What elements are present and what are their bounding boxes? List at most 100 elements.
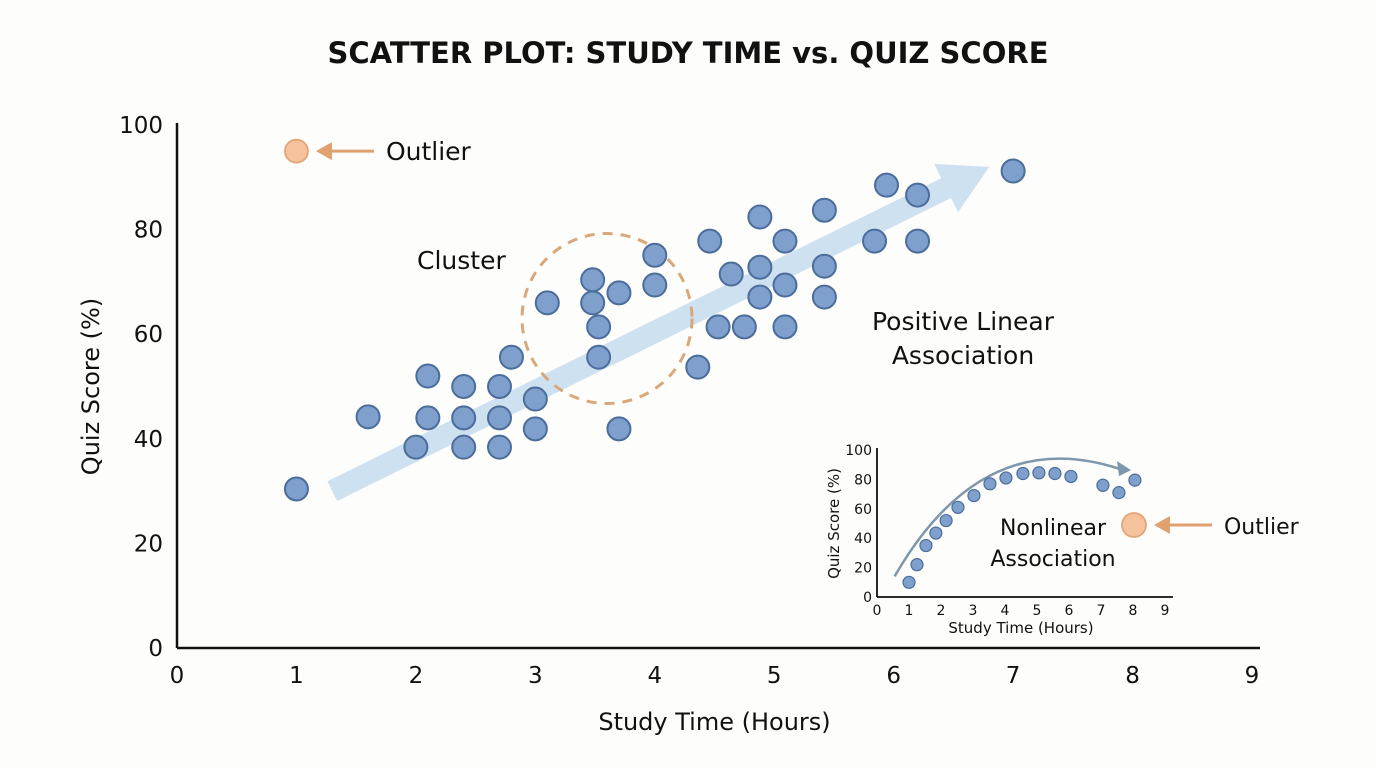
data-point (705, 314, 731, 340)
data-point (811, 284, 837, 310)
data-point (355, 404, 381, 430)
data-point (811, 197, 837, 223)
y-tick-label: 20 (854, 561, 872, 577)
trend-curve-arrowhead (1117, 461, 1131, 477)
data-point (487, 374, 512, 399)
outlier-point (284, 138, 309, 164)
x-tick-label: 7 (1006, 663, 1021, 689)
data-point (731, 314, 757, 340)
data-point (606, 280, 632, 306)
x-tick-label: 6 (886, 663, 901, 689)
association-label: Positive Linear (872, 307, 1055, 336)
data-point (685, 354, 711, 380)
outlier-arrow-head (315, 142, 332, 161)
x-tick-label: 4 (1001, 603, 1010, 619)
association-label: Nonlinear (1000, 516, 1107, 541)
outlier-point (1121, 512, 1147, 538)
data-point (983, 477, 997, 491)
data-point (642, 272, 668, 298)
y-tick-label: 100 (845, 443, 872, 459)
x-axis-label: Study Time (Hours) (598, 708, 830, 736)
association-label: Association (892, 341, 1034, 370)
x-tick-label: 9 (1161, 603, 1170, 619)
data-point (905, 182, 931, 208)
y-tick-label: 0 (148, 636, 163, 662)
x-tick-label: 1 (905, 603, 914, 619)
outlier-label: Outlier (386, 137, 472, 166)
data-point (451, 434, 477, 460)
data-point (451, 405, 477, 431)
data-point (772, 272, 798, 298)
data-point (874, 172, 899, 198)
y-tick-label: 40 (854, 531, 872, 547)
data-point (1112, 486, 1126, 500)
trend-curve (893, 457, 1121, 578)
y-tick-label: 20 (134, 531, 163, 557)
x-tick-label: 4 (647, 663, 662, 689)
data-point (951, 500, 965, 514)
y-tick-label: 80 (854, 472, 872, 488)
data-point (642, 242, 668, 268)
data-point (747, 254, 773, 280)
chart-title: SCATTER PLOT: STUDY TIME vs. QUIZ SCORE (327, 36, 1048, 70)
data-point (747, 204, 773, 230)
data-point (487, 405, 512, 431)
x-tick-label: 0 (170, 663, 185, 689)
x-tick-label: 7 (1097, 603, 1106, 619)
x-tick-label: 0 (873, 603, 882, 619)
y-tick-label: 0 (863, 590, 872, 606)
data-point (697, 228, 723, 254)
data-point (862, 228, 888, 254)
data-point (910, 558, 924, 572)
data-point (606, 416, 632, 442)
x-tick-label: 9 (1245, 663, 1260, 689)
data-point (415, 363, 441, 389)
data-point (451, 374, 477, 399)
x-tick-label: 3 (528, 663, 543, 689)
y-tick-label: 60 (134, 322, 163, 348)
x-tick-label: 2 (409, 663, 424, 689)
data-point (415, 405, 441, 431)
data-point (811, 253, 837, 279)
data-point (1016, 466, 1030, 481)
data-point (1048, 466, 1062, 481)
cluster-circle (520, 232, 694, 406)
data-point (580, 267, 606, 293)
y-tick-label: 60 (854, 502, 872, 518)
data-point (772, 314, 798, 340)
data-point (902, 575, 916, 589)
x-tick-label: 1 (289, 663, 304, 689)
data-point (1032, 466, 1046, 480)
x-tick-label: 5 (1033, 603, 1042, 619)
y-tick-label: 40 (134, 427, 163, 453)
y-tick-label: 80 (134, 218, 163, 244)
x-tick-label: 2 (937, 603, 946, 619)
data-point (747, 284, 773, 310)
data-point (905, 228, 931, 254)
data-point (586, 314, 612, 340)
data-point (498, 344, 524, 370)
data-point (522, 386, 548, 412)
data-point (1064, 469, 1078, 484)
x-tick-label: 3 (969, 603, 978, 619)
cluster-label: Cluster (417, 246, 506, 275)
data-point (283, 476, 309, 502)
association-label: Association (990, 547, 1115, 572)
x-tick-label: 8 (1125, 663, 1140, 689)
data-point (580, 290, 606, 316)
data-point (1128, 473, 1142, 487)
data-point (403, 434, 429, 460)
data-point (522, 416, 548, 442)
data-point (929, 526, 943, 540)
data-point (772, 228, 798, 254)
y-axis-label: Quiz Score (%) (77, 298, 105, 475)
x-tick-label: 6 (1065, 603, 1074, 619)
x-axis-label: Study Time (Hours) (948, 619, 1093, 637)
data-point (967, 488, 981, 503)
data-point (586, 344, 612, 370)
y-axis-label: Quiz Score (%) (825, 468, 843, 579)
data-point (534, 290, 560, 316)
outlier-label: Outlier (1224, 515, 1300, 540)
data-point (1096, 478, 1110, 492)
